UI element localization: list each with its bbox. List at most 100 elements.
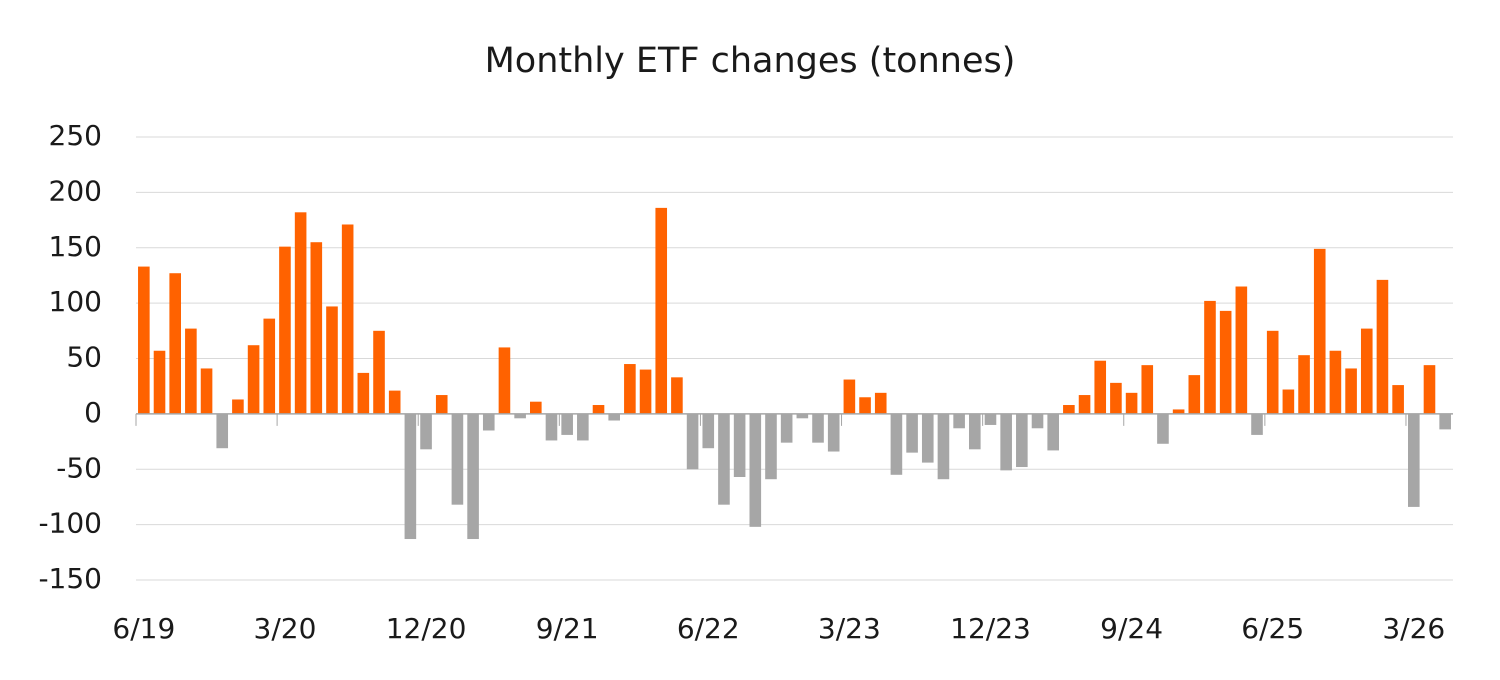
bar [138, 266, 150, 414]
bar [373, 330, 385, 414]
bar [514, 413, 526, 419]
bar [1000, 413, 1012, 471]
bar [1016, 413, 1028, 468]
bar [1408, 413, 1420, 507]
bar [671, 377, 683, 414]
bar [310, 242, 323, 414]
bar [232, 399, 244, 414]
bar [765, 413, 777, 480]
bar [388, 390, 401, 414]
bar [1360, 328, 1373, 414]
bar [467, 413, 479, 540]
bar [1376, 279, 1389, 414]
y-tick-label: 250 [49, 119, 102, 152]
bar [1172, 409, 1185, 414]
bar [482, 413, 495, 431]
bar [953, 413, 965, 429]
y-tick-label: 200 [49, 174, 102, 207]
bar [1031, 413, 1044, 429]
bar [1188, 375, 1201, 414]
x-tick-label: 6/19 [112, 612, 175, 645]
y-tick-label: 100 [49, 285, 102, 318]
bar [592, 405, 605, 414]
x-tick-label: 12/23 [950, 612, 1031, 645]
bar [1094, 360, 1107, 414]
bar [1298, 355, 1310, 414]
bar [969, 413, 981, 450]
y-tick-label: 50 [66, 341, 102, 374]
bar [686, 413, 699, 470]
bar [169, 273, 181, 414]
bar [718, 413, 730, 505]
bar [702, 413, 715, 449]
bar [341, 224, 354, 414]
bar [420, 413, 432, 450]
bar [1313, 248, 1326, 414]
bar [1125, 392, 1138, 414]
chart-title: Monthly ETF changes (tonnes) [485, 41, 1016, 81]
bar [1266, 330, 1279, 414]
bar [733, 413, 746, 478]
bar [216, 413, 229, 449]
x-tick-label: 12/20 [386, 612, 467, 645]
bar [435, 395, 448, 414]
bar [1235, 286, 1248, 414]
bar [1063, 405, 1075, 414]
bar [247, 345, 260, 414]
bar [326, 306, 338, 414]
bar [812, 413, 824, 443]
bar [796, 413, 809, 419]
bar [498, 347, 511, 414]
bar [906, 413, 918, 453]
bar [843, 379, 856, 414]
y-tick-label: -100 [38, 507, 102, 540]
bar [608, 413, 620, 421]
bar [827, 413, 840, 452]
bar [153, 350, 166, 414]
x-tick-label: 3/26 [1382, 612, 1445, 645]
y-tick-label: 150 [49, 230, 102, 263]
bar [577, 413, 589, 441]
bar [1141, 365, 1154, 414]
bar [279, 246, 291, 414]
x-tick-label: 9/24 [1100, 612, 1163, 645]
y-tick-label: -50 [56, 451, 102, 484]
bar [1329, 350, 1342, 414]
bar [200, 368, 213, 414]
x-tick-label: 3/20 [254, 612, 317, 645]
bar [937, 413, 950, 480]
bar [294, 212, 307, 414]
bar [984, 413, 997, 425]
bar [655, 207, 668, 414]
bar [921, 413, 934, 463]
bar [1423, 365, 1436, 414]
bar [1110, 382, 1122, 414]
x-tick-label: 9/21 [536, 612, 599, 645]
bar [263, 318, 276, 414]
bar [1439, 413, 1451, 430]
x-tick-label: 3/23 [818, 612, 881, 645]
bar [1219, 310, 1232, 414]
bar [1345, 368, 1357, 414]
bar [1282, 389, 1295, 414]
bar [1204, 300, 1216, 414]
bar [185, 328, 197, 414]
y-tick-label: 0 [84, 396, 102, 429]
x-tick-label: 6/22 [677, 612, 740, 645]
bar [1392, 385, 1404, 414]
bar [561, 413, 573, 435]
bar [530, 401, 542, 414]
bar [1078, 395, 1091, 414]
bar [639, 369, 652, 414]
bar [404, 413, 417, 540]
bar [624, 364, 636, 414]
bar [749, 413, 762, 527]
bar [1157, 413, 1169, 444]
bar [859, 397, 871, 414]
bar [451, 413, 464, 505]
y-tick-label: -150 [38, 562, 102, 595]
bar [890, 413, 903, 475]
bar [1047, 413, 1059, 451]
bar [357, 372, 370, 414]
